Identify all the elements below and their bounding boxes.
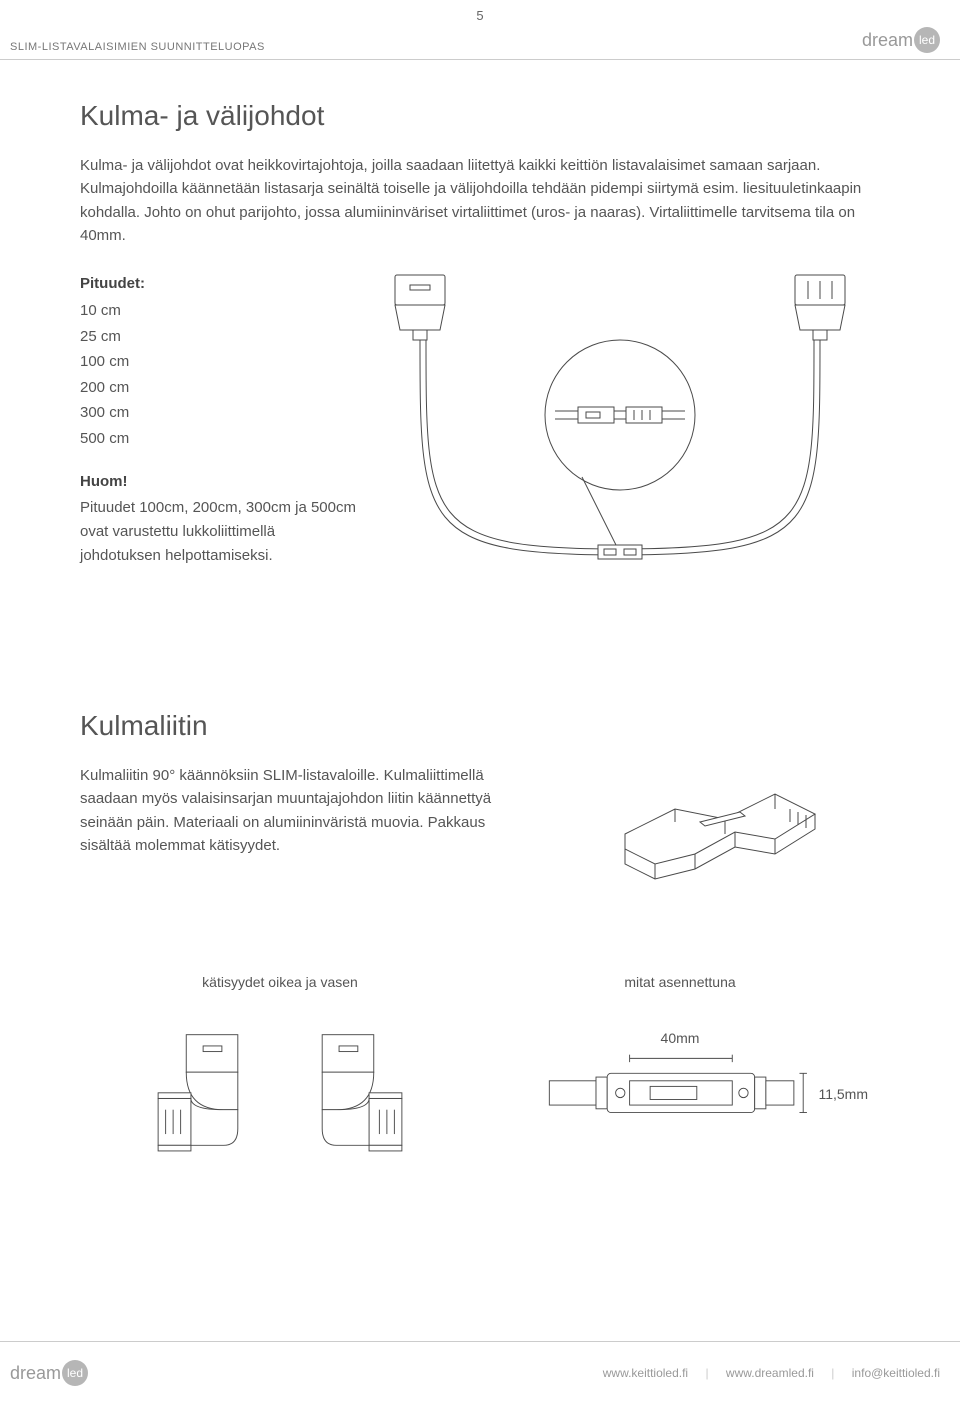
footer-link-2[interactable]: www.dreamled.fi <box>726 1366 814 1380</box>
section2-title: Kulmaliitin <box>80 710 880 742</box>
footer-links: www.keittioled.fi | www.dreamled.fi | in… <box>603 1366 940 1380</box>
section2-paragraph: Kulmaliitin 90° käännöksiin SLIM-listava… <box>80 764 510 857</box>
corner-connector-iso-diagram <box>550 764 880 894</box>
handedness-label: kätisyydet oikea ja vasen <box>80 974 480 990</box>
length-item: 500 cm <box>80 426 360 452</box>
dim-width: 40mm <box>540 1030 820 1046</box>
length-item: 10 cm <box>80 298 360 324</box>
length-item: 300 cm <box>80 400 360 426</box>
cable-diagram <box>360 275 880 600</box>
lengths-label: Pituudet: <box>80 275 360 292</box>
length-item: 100 cm <box>80 349 360 375</box>
note-label: Huom! <box>80 473 360 490</box>
page-footer: dream led www.keittioled.fi | www.dreaml… <box>0 1341 960 1404</box>
dimensions-label: mitat asennettuna <box>480 974 880 990</box>
brand-prefix: dream <box>862 30 913 51</box>
doc-title: SLIM-LISTAVALAISIMIEN SUUNNITTELUOPAS <box>10 41 265 53</box>
footer-link-1[interactable]: www.keittioled.fi <box>603 1366 688 1380</box>
brand-logo: dream led <box>862 27 940 53</box>
page-header: SLIM-LISTAVALAISIMIEN SUUNNITTELUOPAS dr… <box>0 27 960 60</box>
dim-height: 11,5mm <box>818 1086 868 1102</box>
footer-brand-circle-icon: led <box>62 1360 88 1386</box>
footer-link-3[interactable]: info@keittioled.fi <box>852 1366 940 1380</box>
footer-sep-icon: | <box>831 1366 834 1380</box>
footer-sep-icon: | <box>705 1366 708 1380</box>
footer-brand-logo: dream led <box>10 1360 88 1386</box>
section1-title: Kulma- ja välijohdot <box>80 100 880 132</box>
length-item: 25 cm <box>80 324 360 350</box>
handedness-diagram <box>130 1030 430 1180</box>
section1-paragraph: Kulma- ja välijohdot ovat heikkovirtajoh… <box>80 154 880 247</box>
length-item: 200 cm <box>80 375 360 401</box>
page-number: 5 <box>0 0 960 23</box>
dimensions-diagram <box>540 1052 820 1132</box>
footer-brand-prefix: dream <box>10 1363 61 1384</box>
note-text: Pituudet 100cm, 200cm, 300cm ja 500cm ov… <box>80 496 360 568</box>
brand-circle-icon: led <box>914 27 940 53</box>
